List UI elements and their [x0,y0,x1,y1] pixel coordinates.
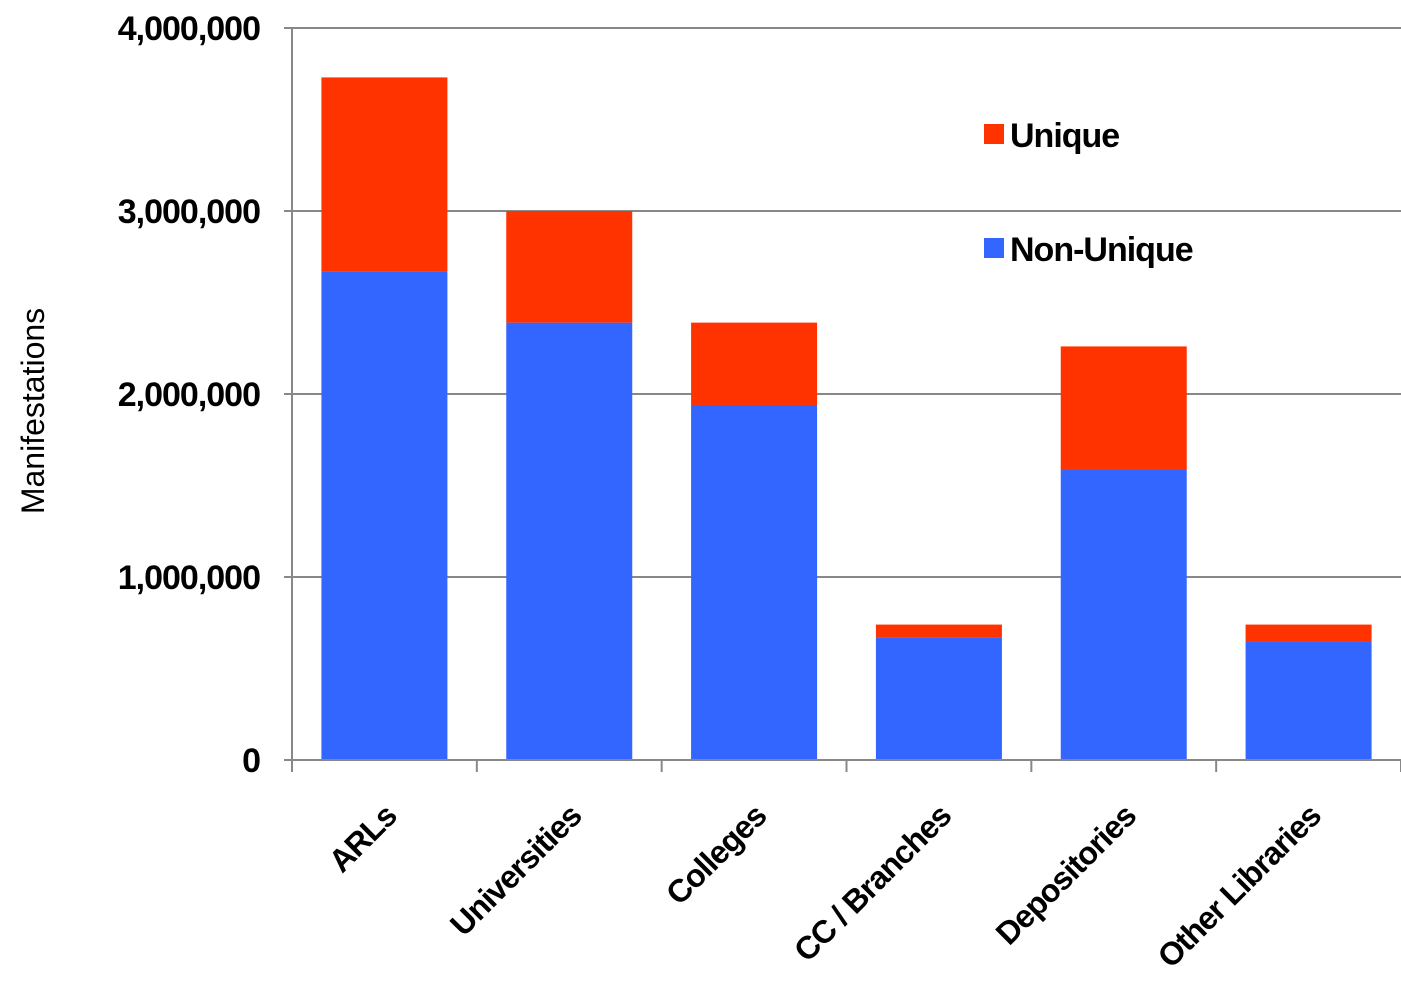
y-tick-label: 1,000,000 [118,559,260,597]
bar-non-unique-3 [875,637,1002,760]
x-tick-label: Depositories [989,797,1143,951]
legend-swatch-non-unique [984,238,1004,258]
bar-non-unique-2 [691,404,818,760]
legend-label-unique: Unique [1010,117,1119,155]
x-tick-label: Colleges [659,797,773,911]
bar-non-unique-1 [506,322,633,760]
bar-unique-0 [321,77,448,272]
x-tick-label: Other Libraries [1150,797,1327,974]
x-tick-label: CC / Branches [787,797,958,968]
x-tick-labels: ARLs Universities Colleges CC / Branches Dep… [322,797,1328,974]
bar-non-unique-0 [321,271,448,760]
y-tick-label: 4,000,000 [118,10,260,48]
y-tick-label: 3,000,000 [118,193,260,231]
y-axis-title: Manifestations [15,308,51,514]
bar-unique-2 [691,322,818,405]
bar-unique-3 [875,624,1002,638]
axes [284,27,1401,772]
y-tick-labels: 0 1,000,000 2,000,000 3,000,000 4,000,000 [118,10,261,780]
y-tick-label: 2,000,000 [118,376,260,414]
y-tick-label: 0 [242,742,260,780]
bar-unique-1 [506,211,633,323]
bar-unique-5 [1245,624,1372,642]
x-tick-label: Universities [443,797,588,942]
legend-label-non-unique: Non-Unique [1010,231,1193,269]
legend: Unique Non-Unique [984,117,1194,269]
gridlines [292,27,1401,578]
bar-non-unique-4 [1060,469,1187,760]
x-tick-label: ARLs [322,797,404,879]
bar-non-unique-5 [1245,641,1372,760]
legend-swatch-unique [984,124,1004,144]
bar-unique-4 [1060,346,1187,470]
bars [321,77,1372,760]
